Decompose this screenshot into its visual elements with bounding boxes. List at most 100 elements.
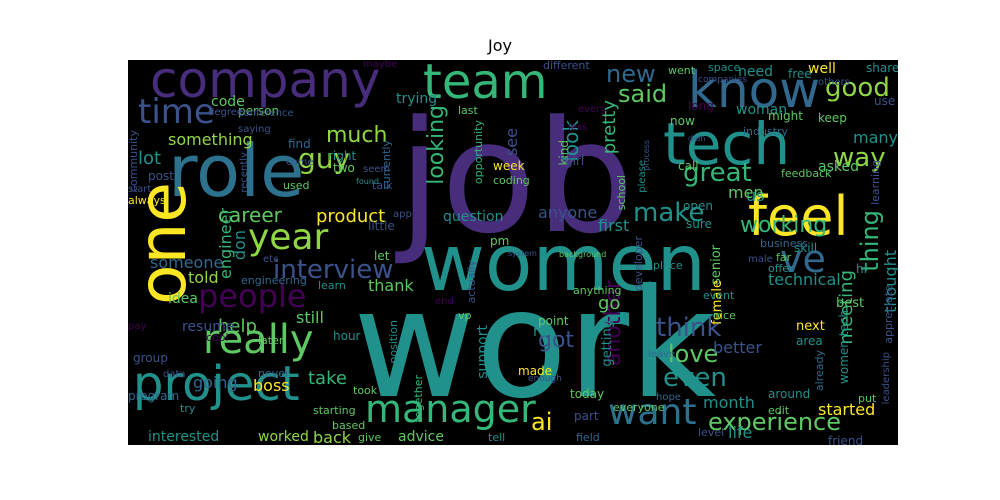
word-engineering: engineering — [241, 274, 307, 287]
word-place: place — [653, 259, 683, 272]
word-male: male — [748, 254, 773, 265]
word-great: great — [683, 158, 752, 188]
word-person: person — [238, 104, 280, 118]
word-go: go — [598, 293, 621, 314]
word-let: let — [374, 249, 390, 263]
word-always: always — [128, 194, 166, 207]
word-level: level — [698, 426, 725, 439]
word-know: know — [688, 61, 821, 119]
word-really: really — [203, 317, 314, 363]
word-cool: cool — [206, 331, 229, 344]
word-interview: interview — [273, 255, 394, 285]
word-hour: hour — [333, 329, 361, 343]
word-want: want — [608, 392, 697, 433]
word-idea: idea — [168, 291, 198, 307]
word-start: start — [128, 184, 152, 195]
word-code: code — [211, 94, 245, 110]
word-background: background — [559, 250, 607, 259]
word-position: position — [387, 320, 400, 364]
word-made: made — [518, 364, 553, 378]
word-month: month — [703, 393, 755, 412]
word-later: later — [258, 334, 284, 347]
word-used: used — [283, 179, 310, 192]
word-post: post — [148, 169, 174, 183]
word-talk: talk — [372, 179, 393, 192]
word-good: good — [825, 73, 890, 103]
word-boss: boss — [253, 376, 290, 395]
word-year: year — [248, 217, 329, 258]
word-leave: leave — [648, 349, 676, 360]
word-opportunity: opportunity — [472, 120, 485, 185]
word-advice: advice — [398, 429, 444, 445]
word-working: working — [740, 213, 828, 238]
word-industry: industry — [743, 125, 789, 138]
word-cloud: work job women role company team tech one projec… — [128, 60, 898, 445]
word-many: many — [853, 128, 898, 147]
word-end: end — [435, 296, 454, 307]
word-better: better — [713, 338, 762, 357]
word-come: come — [286, 157, 314, 168]
word-saying: saying — [238, 124, 271, 135]
word-around: around — [768, 387, 811, 401]
word-think: think — [656, 313, 722, 343]
word-vp: vp — [458, 309, 472, 322]
word-women: women — [421, 219, 706, 309]
word-skill: skill — [794, 241, 818, 255]
word-back: back — [313, 428, 352, 446]
word-hi: hi — [856, 262, 867, 276]
word-us: us — [746, 186, 765, 205]
word-question: question — [443, 209, 504, 225]
word-don: don — [230, 230, 249, 261]
word-new: new — [606, 60, 656, 88]
word-technical: technical — [768, 270, 841, 289]
word-enough: enough — [528, 374, 562, 384]
word-worked: worked — [258, 429, 309, 445]
word-got: got — [538, 328, 575, 353]
word-keep: keep — [818, 111, 847, 125]
word-little: little — [368, 219, 395, 233]
word-appreciate: appreciate — [882, 285, 895, 344]
word-project: project — [133, 356, 300, 412]
word-community: community — [128, 130, 140, 193]
word-data: data — [163, 369, 186, 380]
word-everyone: everyone — [613, 401, 665, 414]
word-team: team — [423, 60, 548, 110]
word-week: week — [493, 159, 525, 173]
word-next: next — [796, 319, 825, 334]
word-love: love — [668, 340, 719, 368]
word-took: took — [353, 384, 378, 397]
word-didn: didn — [688, 134, 706, 143]
word-degree: degree — [208, 107, 244, 118]
word-life: life — [728, 423, 753, 442]
word-company: company — [150, 60, 381, 109]
word-today: today — [570, 387, 605, 401]
word-hope: hope — [656, 392, 681, 403]
word-much: much — [326, 123, 388, 148]
word-already: already — [813, 350, 826, 392]
word-even: even — [663, 363, 727, 393]
word-job: job — [398, 87, 635, 268]
word-asked: asked — [818, 159, 859, 175]
word-right: right — [328, 149, 357, 163]
word-tell: tell — [488, 431, 506, 444]
word-less: less — [568, 122, 588, 133]
word-find: find — [288, 137, 311, 151]
word-use: use — [874, 94, 896, 108]
word-girl: girl — [565, 154, 585, 168]
word-business: business — [760, 237, 808, 250]
word-still: still — [296, 308, 324, 327]
word-guy: guy — [298, 142, 351, 175]
word-see: see — [502, 128, 521, 157]
word-sure: sure — [686, 217, 712, 231]
word-starting: starting — [313, 404, 356, 417]
word-etc: etc — [263, 254, 279, 265]
word-give: give — [358, 431, 382, 444]
word-going: going — [193, 373, 238, 392]
word-support: support — [475, 325, 491, 379]
word-started: started — [818, 400, 876, 419]
word-time: time — [138, 92, 215, 132]
word-system: system — [508, 249, 537, 258]
word-pm: pm — [490, 234, 510, 248]
word-men: men — [728, 183, 764, 202]
word-thank: thank — [368, 276, 414, 295]
